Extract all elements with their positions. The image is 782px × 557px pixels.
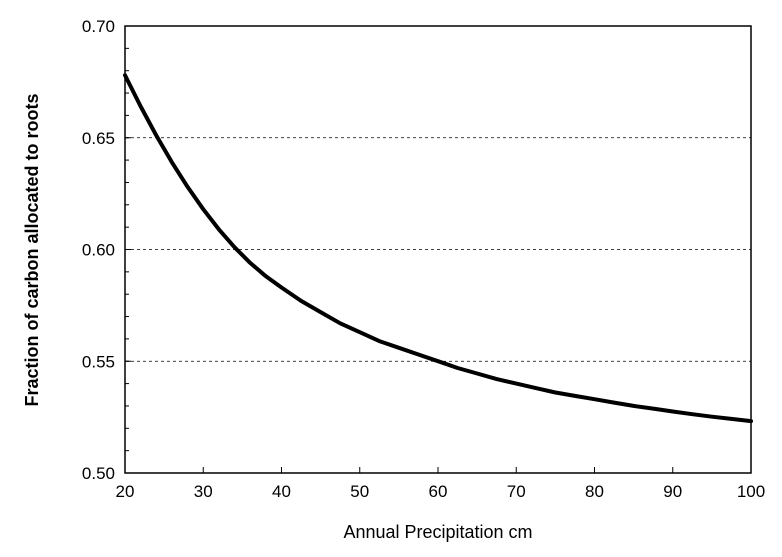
series-layer <box>123 73 753 424</box>
series-line <box>123 73 753 424</box>
x-axis-title: Annual Precipitation cm <box>343 522 532 542</box>
y-tick-label: 0.50 <box>82 464 115 483</box>
x-tick-label: 90 <box>663 482 682 501</box>
x-tick-label: 50 <box>350 482 369 501</box>
y-tick-label: 0.60 <box>82 241 115 260</box>
plot-frame <box>124 25 752 474</box>
y-tick-label: 0.65 <box>82 129 115 148</box>
y-tick-labels: 0.50 0.55 0.60 0.65 0.70 <box>82 17 115 483</box>
y-axis-title: Fraction of carbon allocated to roots <box>22 93 42 406</box>
x-tick-label: 60 <box>429 482 448 501</box>
y-tick-label: 0.55 <box>82 352 115 371</box>
x-tick-labels: 20 30 40 50 60 70 80 90 100 <box>116 482 766 501</box>
x-tick-label: 40 <box>272 482 291 501</box>
y-tick-label: 0.70 <box>82 17 115 36</box>
x-tick-label: 100 <box>737 482 765 501</box>
x-tick-label: 30 <box>194 482 213 501</box>
x-tick-label: 80 <box>585 482 604 501</box>
x-tick-label: 20 <box>116 482 135 501</box>
grid-lines <box>125 137 751 362</box>
x-tick-label: 70 <box>507 482 526 501</box>
